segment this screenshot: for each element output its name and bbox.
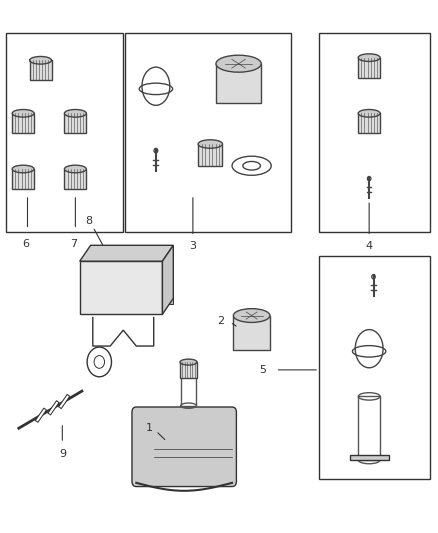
Ellipse shape xyxy=(12,109,34,117)
Text: 5: 5 xyxy=(259,365,266,375)
FancyBboxPatch shape xyxy=(132,407,237,487)
Polygon shape xyxy=(80,245,173,261)
Ellipse shape xyxy=(30,56,52,64)
Ellipse shape xyxy=(12,165,34,173)
Text: 6: 6 xyxy=(22,239,29,249)
Ellipse shape xyxy=(233,309,270,322)
Text: 2: 2 xyxy=(218,316,225,326)
Ellipse shape xyxy=(198,140,223,148)
Polygon shape xyxy=(12,169,34,189)
Polygon shape xyxy=(64,169,86,189)
Polygon shape xyxy=(233,316,270,350)
Text: 7: 7 xyxy=(70,239,77,249)
Text: 3: 3 xyxy=(189,240,196,251)
Bar xyxy=(6,33,123,232)
Ellipse shape xyxy=(180,359,197,365)
Polygon shape xyxy=(180,362,197,378)
Bar xyxy=(125,33,291,232)
Bar xyxy=(162,282,173,304)
Polygon shape xyxy=(358,58,380,78)
Bar xyxy=(319,33,430,232)
Bar xyxy=(319,256,430,479)
Ellipse shape xyxy=(358,109,380,117)
Polygon shape xyxy=(350,455,389,460)
Ellipse shape xyxy=(64,109,86,117)
Ellipse shape xyxy=(216,55,261,72)
Polygon shape xyxy=(358,114,380,133)
Polygon shape xyxy=(216,63,261,103)
Text: 8: 8 xyxy=(85,216,92,227)
Polygon shape xyxy=(30,60,52,80)
Polygon shape xyxy=(198,144,223,166)
Text: 4: 4 xyxy=(366,240,373,251)
Ellipse shape xyxy=(358,54,380,61)
Polygon shape xyxy=(64,114,86,133)
Text: 9: 9 xyxy=(59,449,66,459)
Ellipse shape xyxy=(64,165,86,173)
Text: 1: 1 xyxy=(146,423,153,433)
Bar xyxy=(80,261,162,314)
Polygon shape xyxy=(162,245,173,314)
Polygon shape xyxy=(12,114,34,133)
